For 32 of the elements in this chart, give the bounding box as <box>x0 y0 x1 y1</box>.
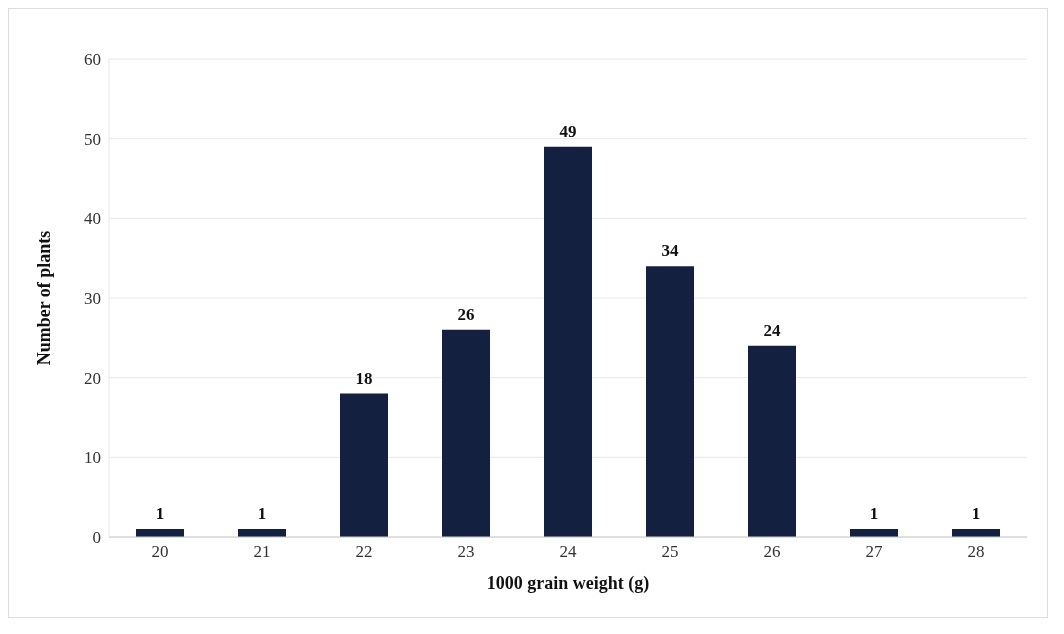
y-tick-label: 10 <box>84 448 101 468</box>
y-tick-label: 40 <box>84 209 101 229</box>
y-tick-label: 50 <box>84 129 101 149</box>
x-tick-label: 28 <box>967 542 985 562</box>
x-tick-label: 22 <box>355 542 373 562</box>
y-tick-label: 30 <box>84 289 101 309</box>
data-label: 26 <box>457 304 475 324</box>
bar <box>340 393 388 537</box>
y-tick-label: 20 <box>84 368 101 388</box>
x-tick-label: 21 <box>253 542 271 562</box>
data-label: 24 <box>763 320 781 340</box>
x-tick-label: 24 <box>559 542 577 562</box>
bar <box>748 345 796 537</box>
y-tick-label: 60 <box>84 50 101 70</box>
data-label: 34 <box>661 241 679 261</box>
data-label: 1 <box>257 504 267 524</box>
x-tick-label: 20 <box>151 542 169 562</box>
x-tick-label: 25 <box>661 542 679 562</box>
data-label: 1 <box>869 504 879 524</box>
y-tick-label: 0 <box>92 528 101 548</box>
x-tick-label: 27 <box>865 542 883 562</box>
bar <box>544 146 592 537</box>
bar <box>646 266 694 537</box>
data-label: 1 <box>971 504 981 524</box>
data-label: 49 <box>559 121 577 141</box>
x-tick-label: 23 <box>457 542 475 562</box>
y-axis-title: Number of plants <box>34 230 55 366</box>
data-label: 18 <box>355 368 373 388</box>
data-label: 1 <box>155 504 165 524</box>
x-axis-title: 1000 grain weight (g) <box>486 573 650 594</box>
x-tick-label: 26 <box>763 542 781 562</box>
bar <box>442 329 490 537</box>
